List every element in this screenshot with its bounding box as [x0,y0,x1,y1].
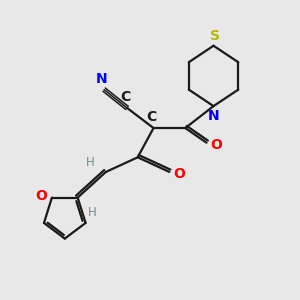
Text: N: N [95,72,107,86]
Text: C: C [120,90,130,104]
Text: S: S [210,29,220,43]
Text: N: N [208,109,219,123]
Text: O: O [174,167,185,181]
Text: O: O [35,189,46,203]
Text: C: C [147,110,157,124]
Text: H: H [87,206,96,219]
Text: O: O [211,137,223,152]
Text: H: H [85,156,94,169]
